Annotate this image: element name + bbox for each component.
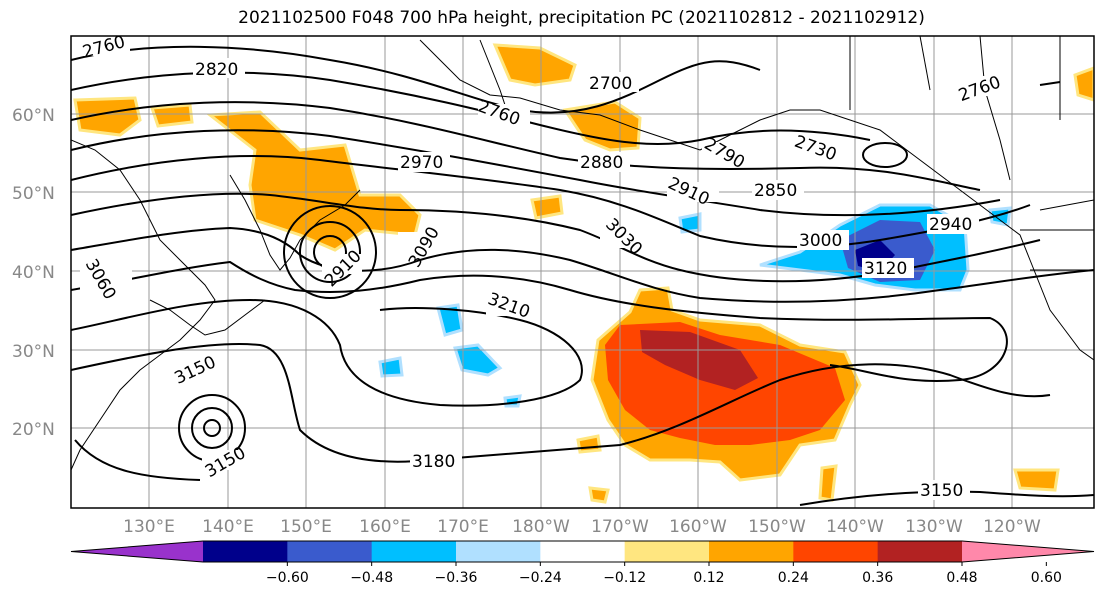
lon-label: 140°E: [202, 517, 254, 537]
precip-negative-area: [453, 343, 503, 377]
precip-positive-area: [1073, 66, 1094, 102]
precip-positive-area: [149, 103, 194, 128]
gridlines: [71, 36, 1094, 508]
colorbar-box: [709, 541, 794, 562]
colorbar-outline: [70, 540, 1095, 563]
precip-positive-area: [588, 486, 610, 504]
colorbar-box: [371, 541, 457, 562]
lon-label: 170°E: [437, 517, 489, 537]
colorbar-box: [203, 541, 288, 562]
precip-positive-area: [818, 464, 838, 502]
lat-label: 50°N: [12, 184, 55, 204]
colorbar-extension-low: [71, 541, 203, 562]
precip-positive-area: [1013, 468, 1060, 492]
colorbar-tick-label: 0.24: [778, 570, 809, 586]
precip-negative-area: [436, 303, 464, 337]
plot-frame: [70, 35, 1095, 509]
lon-label: 180°W: [512, 517, 570, 537]
precip-positive-area: [492, 43, 577, 87]
lat-label: 40°N: [12, 263, 55, 283]
contour-label: 2940: [929, 215, 972, 235]
colorbar-box: [540, 541, 626, 562]
colorbar-tick-label: 0.36: [862, 570, 893, 586]
contour-label: 3150: [920, 481, 963, 501]
lon-label: 140°W: [826, 517, 884, 537]
lon-label: 170°W: [591, 517, 649, 537]
colorbar-box: [793, 541, 879, 562]
longitude-labels: 130°E 140°E 150°E 160°E 170°E 180°W 170°…: [123, 517, 1041, 537]
precip-positive-area: [576, 434, 602, 454]
colorbar-tick-label: −0.24: [519, 570, 562, 586]
precip-positive-area: [73, 96, 142, 137]
colorbar-box: [624, 541, 710, 562]
contour-label: 2970: [400, 153, 443, 173]
contour-label: 3000: [799, 231, 842, 251]
lat-label: 60°N: [12, 106, 55, 126]
latitude-labels: 60°N 50°N 40°N 30°N 20°N: [12, 106, 55, 440]
colorbar-tick-label: −0.60: [266, 570, 309, 586]
contour-label: 2820: [195, 60, 238, 80]
colorbar-tick-label: −0.48: [350, 570, 393, 586]
contour-label: 3120: [864, 259, 907, 279]
lon-label: 130°E: [123, 517, 175, 537]
colorbar-tick-label: 0.12: [693, 570, 724, 586]
lat-label: 20°N: [12, 420, 55, 440]
colorbar-tick-label: −0.36: [435, 570, 478, 586]
lon-label: 150°E: [280, 517, 332, 537]
lon-label: 160°W: [669, 517, 727, 537]
colorbar-box: [456, 541, 541, 562]
colorbar-extension-high: [962, 541, 1094, 562]
colorbar-tick-label: 0.48: [946, 570, 977, 586]
contour-label: 3180: [412, 452, 455, 472]
contour-label: 2850: [754, 181, 797, 201]
height-contours: [71, 45, 1094, 506]
contour-label: 2880: [580, 153, 623, 173]
colorbar-box: [287, 541, 373, 562]
colorbar-tick-label: 0.60: [1031, 570, 1062, 586]
contour-label: 2700: [589, 74, 632, 94]
lat-label: 30°N: [12, 342, 55, 362]
colorbar-box: [877, 541, 963, 562]
lon-label: 160°E: [359, 517, 411, 537]
precip-negative-area: [378, 356, 404, 378]
map-title: 2021102500 F048 700 hPa height, precipit…: [238, 8, 925, 28]
colorbar: −0.60 −0.48 −0.36 −0.24 −0.12 0.12 0.24 0.36 0.4…: [70, 540, 1095, 586]
colorbar-tick-label: −0.12: [603, 570, 646, 586]
lon-label: 130°W: [905, 517, 963, 537]
precip-positive-area: [530, 194, 564, 220]
lon-label: 120°W: [983, 517, 1041, 537]
precip-shading-level: [640, 330, 758, 390]
lon-label: 150°W: [748, 517, 806, 537]
